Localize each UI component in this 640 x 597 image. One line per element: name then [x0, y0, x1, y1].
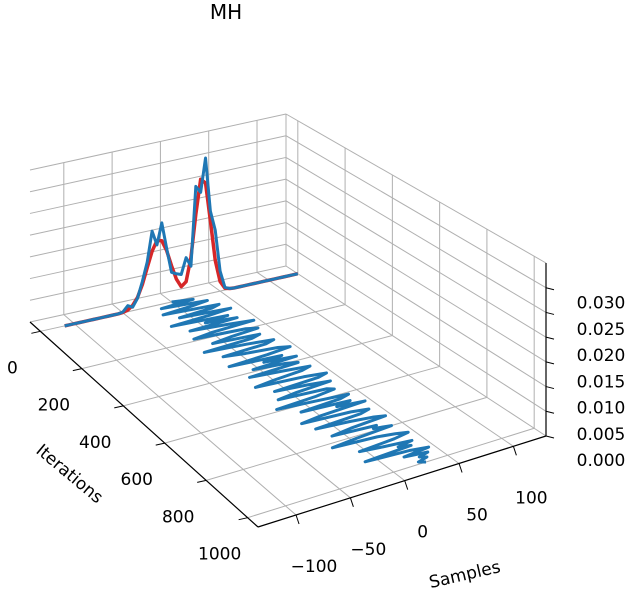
z-tick-label: 0.015 [577, 372, 626, 392]
samples-tick [295, 514, 300, 525]
grid-line-back-z [29, 200, 287, 258]
grid-line-right-z [285, 243, 547, 412]
samples-tick [404, 480, 409, 490]
iterations-tick [197, 479, 207, 483]
grid-line-back-z [29, 265, 287, 323]
grid-line-back-z [29, 222, 287, 280]
grid-line-right-z [285, 135, 547, 289]
trace-line [159, 297, 431, 464]
samples-tick [512, 446, 517, 456]
iterations-tick [114, 405, 124, 409]
iterations-tick-label: 600 [121, 470, 153, 490]
z-tick [545, 386, 555, 390]
samples-axis-line [257, 435, 547, 528]
samples-tick-label: −50 [350, 540, 386, 560]
z-tick-label: 0.005 [577, 425, 626, 445]
grid-line-right-z [285, 113, 547, 264]
samples-tick [349, 497, 354, 507]
grid-line-floor-iterations [247, 427, 535, 519]
iterations-tick-label: 200 [38, 396, 70, 416]
grid-line-floor-iterations [123, 335, 393, 407]
z-tick-label: 0.010 [577, 399, 626, 419]
samples-tick-label: 50 [466, 505, 488, 525]
iterations-tick [72, 368, 82, 372]
z-tick [545, 311, 555, 315]
iterations-tick-label: 400 [79, 433, 111, 453]
samples-tick [458, 463, 463, 473]
z-tick [545, 410, 555, 414]
sample-estimate-line [64, 156, 299, 328]
grid-line-right-z [285, 222, 547, 387]
iterations-tick [238, 517, 248, 521]
iterations-tick-label: 1000 [198, 545, 241, 565]
iterations-axis-line [29, 321, 259, 528]
grid-line-back-z [29, 156, 287, 214]
chart-title: MH [210, 0, 242, 24]
grid-line-back-z [29, 135, 287, 193]
grid-line-floor-iterations [206, 396, 488, 481]
iterations-tick [31, 330, 41, 334]
z-tick [545, 361, 555, 365]
grid-line-right-z [285, 265, 547, 437]
grid-line-right-z [285, 156, 547, 313]
grid-line-right-z [285, 178, 547, 338]
grid-line-floor-samples [208, 282, 460, 464]
z-tick-label: 0.030 [577, 294, 626, 314]
z-tick-label: 0.000 [577, 451, 626, 471]
iterations-tick [155, 442, 165, 446]
samples-tick-label: 100 [515, 488, 547, 508]
grid-line-floor-samples [256, 271, 514, 447]
z-tick-label: 0.025 [577, 320, 626, 340]
z-tick-label: 0.020 [577, 346, 626, 366]
samples-tick-label: 0 [417, 523, 428, 543]
z-tick [545, 435, 555, 439]
iterations-tick-label: 800 [162, 507, 194, 527]
iterations-tick-label: 0 [7, 358, 18, 378]
z-tick [545, 287, 555, 291]
grid-line-back-z [29, 113, 287, 171]
grid-line-floor-samples [111, 303, 351, 499]
grid-line-right-z [285, 200, 547, 363]
z-tick [545, 336, 555, 340]
samples-axis-label: Samples [427, 557, 502, 593]
grid-line-floor-samples [63, 314, 297, 516]
samples-tick-label: −100 [291, 557, 338, 577]
grid-line-back-z [29, 243, 287, 301]
grid-line-back-z [29, 178, 287, 236]
